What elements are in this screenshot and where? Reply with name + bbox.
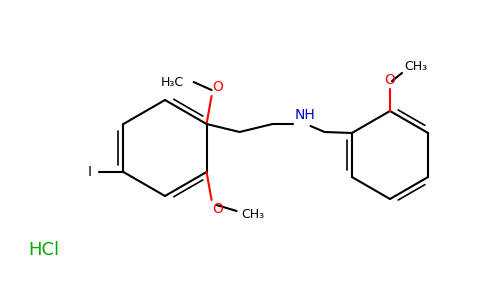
Text: O: O [385,73,395,87]
Text: H₃C: H₃C [160,76,183,88]
Text: HCl: HCl [28,241,59,259]
Text: NH: NH [295,108,315,122]
Text: O: O [212,202,224,216]
Text: I: I [88,165,91,179]
Text: CH₃: CH₃ [404,61,427,74]
Text: O: O [212,80,224,94]
Text: CH₃: CH₃ [242,208,265,220]
